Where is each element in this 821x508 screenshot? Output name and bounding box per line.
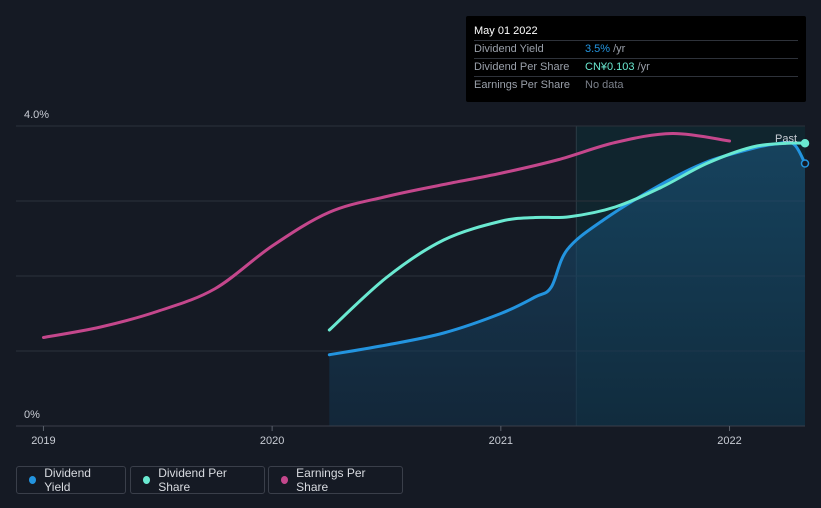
dividend-per-share-line	[327, 141, 807, 332]
tooltip-label: Dividend Yield	[474, 43, 544, 55]
legend-item-dividend-yield[interactable]: Dividend Yield	[16, 466, 126, 494]
series-lines	[41, 131, 807, 357]
y-axis-label-top: 4.0%	[24, 109, 49, 121]
tooltip-row-dividend-yield: Dividend Yield 3.5% /yr	[474, 40, 798, 58]
x-tick-label: 2022	[717, 435, 741, 447]
end-markers	[800, 139, 810, 168]
tooltip-value: CN¥0.103	[585, 61, 635, 73]
tooltip-label: Earnings Per Share	[474, 79, 570, 91]
y-axis-label-bottom: 0%	[24, 409, 40, 421]
tooltip-label: Dividend Per Share	[474, 61, 570, 73]
legend-label: Earnings Per Share	[296, 466, 366, 494]
dividend-yield-area	[329, 142, 805, 426]
dividend-yield-end-marker	[800, 159, 810, 168]
tooltip-unit: /yr	[613, 43, 626, 55]
legend-label: Dividend Yield	[44, 466, 91, 494]
tooltip-panel: May 01 2022 Dividend Yield 3.5% /yr Divi…	[466, 16, 806, 102]
tooltip-row-dividend-per-share: Dividend Per Share CN¥0.103 /yr	[474, 58, 798, 76]
x-tick-label: 2021	[489, 435, 513, 447]
earnings-per-share-line	[41, 131, 732, 339]
dividend-per-share-end-marker	[800, 139, 810, 148]
tooltip-value: No data	[585, 79, 624, 91]
legend-item-earnings-per-share[interactable]: Earnings Per Share	[268, 466, 403, 494]
legend-label: Dividend Per Share	[158, 466, 227, 494]
x-tick-label: 2020	[260, 435, 284, 447]
tooltip-row-earnings-per-share: Earnings Per Share No data	[474, 76, 798, 94]
x-axis-ticks: 2019 2020 2021 2022	[31, 426, 742, 447]
legend-dot-icon	[143, 476, 151, 484]
legend-dot-icon	[29, 476, 37, 484]
legend-item-dividend-per-share[interactable]: Dividend Per Share	[130, 466, 265, 494]
past-label: Past	[775, 133, 797, 145]
tooltip-date: May 01 2022	[474, 25, 538, 37]
tooltip-unit: /yr	[637, 61, 650, 73]
tooltip-value: 3.5%	[585, 43, 611, 55]
x-tick-label: 2019	[31, 435, 55, 447]
legend-dot-icon	[281, 476, 289, 484]
